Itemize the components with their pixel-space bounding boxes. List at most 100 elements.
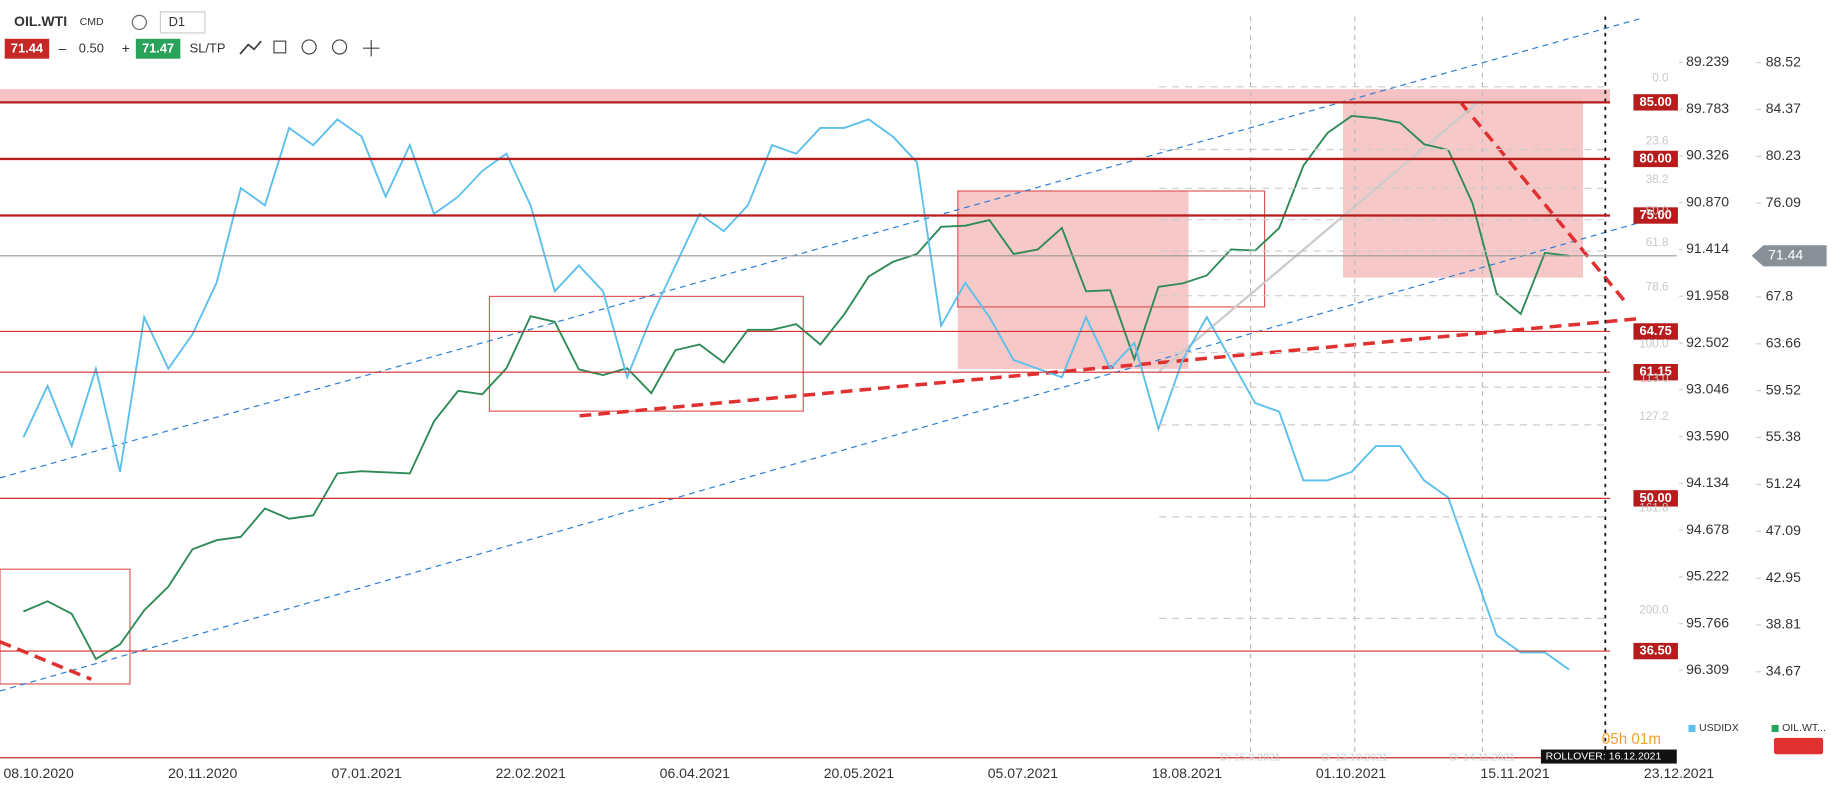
- legend-entry[interactable]: OIL.WT...: [1782, 722, 1826, 734]
- marker-label: D: 14.11.2021: [1450, 752, 1515, 764]
- buy-button[interactable]: [135, 38, 181, 59]
- level-tag: [1633, 94, 1678, 111]
- y-tick-label: 47.09: [1766, 522, 1801, 538]
- trend-line: [1459, 102, 1629, 306]
- move-tool[interactable]: [362, 39, 380, 57]
- fib-label: 61.8: [1646, 236, 1669, 249]
- price-line: [22, 118, 1570, 671]
- level-tag: [1633, 150, 1678, 168]
- y-tick-label: 76.09: [1766, 194, 1801, 210]
- fib-label: 127.2: [1639, 410, 1668, 423]
- rollover: ROLLOVER: 16.12.2021: [1546, 750, 1662, 762]
- legend-toggle[interactable]: [1773, 737, 1824, 755]
- y-tick-label: 84.37: [1766, 100, 1801, 116]
- zone-outline: [0, 568, 131, 685]
- plot: 71.44 85.00 80.00 75.00 64.75 61.15 50.00 36.50…: [0, 53, 1827, 781]
- y2-tick-label: 89.783: [1686, 100, 1729, 116]
- x-tick-label: 18.08.2021: [1152, 765, 1222, 781]
- x-tick-label: 07.01.2021: [332, 765, 402, 781]
- level-label: 50.00: [1640, 490, 1672, 505]
- y2-tick-label: 90.326: [1686, 147, 1729, 163]
- fib-label: 78.6: [1646, 281, 1669, 294]
- current-price-tag: [1751, 245, 1827, 267]
- fib-label: 113.0: [1640, 372, 1669, 385]
- y2-tick-label: 96.309: [1686, 661, 1729, 677]
- y-tick-label: 67.8: [1766, 288, 1794, 304]
- y2-tick-label: 90.870: [1686, 193, 1729, 209]
- zone-outline: [957, 190, 1266, 308]
- x-tick-label: 08.10.2020: [3, 765, 73, 781]
- candle-tool[interactable]: [273, 40, 287, 54]
- y-tick-label: 80.23: [1766, 147, 1801, 163]
- level-tag: [1633, 364, 1678, 381]
- trend-line: [0, 640, 92, 681]
- sell-button[interactable]: [4, 38, 50, 59]
- zone: [0, 89, 1611, 104]
- y2-tick-label: 95.222: [1686, 568, 1729, 584]
- x-tick-label: 05.07.2021: [988, 765, 1058, 781]
- sltp[interactable]: SL/TP: [190, 41, 226, 56]
- minus[interactable]: –: [59, 40, 67, 56]
- zoom-in[interactable]: [331, 39, 348, 55]
- fib-label: 23.6: [1646, 134, 1669, 147]
- x-tick-label: 01.10.2021: [1316, 765, 1386, 781]
- timeframe[interactable]: D1: [169, 14, 185, 29]
- y2-tick-label: 93.590: [1686, 427, 1729, 443]
- x-tick-label: 06.04.2021: [660, 765, 730, 781]
- level-tag: [1633, 323, 1678, 340]
- level-label: 36.50: [1640, 643, 1672, 658]
- x-tick-label: 20.05.2021: [824, 765, 894, 781]
- rollover-box: [1540, 749, 1677, 764]
- y-tick-label: 55.38: [1766, 428, 1801, 444]
- y2-tick-label: 92.502: [1686, 334, 1729, 350]
- y2-tick-label: 94.678: [1686, 521, 1729, 537]
- y2-tick-label: 89.239: [1686, 53, 1729, 69]
- level-tag: [1633, 207, 1678, 224]
- level-label: 64.75: [1640, 323, 1672, 338]
- fib-label: 100.0: [1639, 337, 1669, 350]
- price-line: [23, 114, 1570, 661]
- x-tick-label: 22.02.2021: [496, 765, 566, 781]
- volume[interactable]: 0.50: [79, 41, 104, 56]
- fib-label: 0.0: [1652, 72, 1669, 85]
- timeframe-box[interactable]: [159, 11, 206, 34]
- level-label: 85.00: [1640, 94, 1672, 109]
- level-label: 61.15: [1640, 364, 1672, 379]
- fib-label: 50.0: [1646, 205, 1669, 218]
- y-tick-label: 88.52: [1766, 53, 1801, 69]
- y2-tick-label: 91.414: [1686, 240, 1729, 256]
- y-tick-label: 38.81: [1766, 616, 1801, 632]
- level-label: 75.00: [1640, 207, 1672, 222]
- legend-entry[interactable]: USDIDX: [1699, 722, 1739, 734]
- line-tool[interactable]: [239, 40, 262, 55]
- buy-price[interactable]: 71.47: [142, 41, 174, 56]
- y-tick-label: 59.52: [1766, 381, 1801, 397]
- current-price: 71.44: [1768, 247, 1803, 263]
- y-tick-label: 42.95: [1766, 569, 1801, 585]
- fib-label: 200.0: [1639, 603, 1669, 616]
- x-tick-label: 15.11.2021: [1480, 765, 1549, 781]
- legend-swatch: [1688, 724, 1696, 732]
- level-label: 80.00: [1640, 150, 1672, 165]
- y2-tick-label: 93.046: [1686, 381, 1729, 397]
- y2-tick-label: 91.958: [1686, 287, 1729, 303]
- legend-swatch: [1771, 724, 1779, 732]
- zoom-out[interactable]: [301, 39, 317, 55]
- x-tick-label: 20.11.2020: [168, 765, 237, 781]
- fib-label: 161.8: [1639, 502, 1668, 515]
- sell-price[interactable]: 71.44: [11, 41, 44, 56]
- market: CMD: [80, 16, 104, 28]
- y2-tick-label: 94.134: [1686, 474, 1729, 490]
- plus[interactable]: +: [122, 40, 130, 56]
- symbol[interactable]: OIL.WTI: [14, 13, 67, 29]
- marker-label: D: 15.9.2021: [1220, 752, 1280, 764]
- info-icon[interactable]: [131, 14, 147, 31]
- y2-tick-label: 95.766: [1686, 614, 1729, 630]
- x-tick-label: 23.12.2021: [1644, 765, 1714, 781]
- fib-label: 38.2: [1646, 173, 1669, 186]
- level-tag: [1633, 642, 1678, 660]
- y-tick-label: 34.67: [1766, 663, 1801, 679]
- y-tick-label: 51.24: [1766, 475, 1801, 491]
